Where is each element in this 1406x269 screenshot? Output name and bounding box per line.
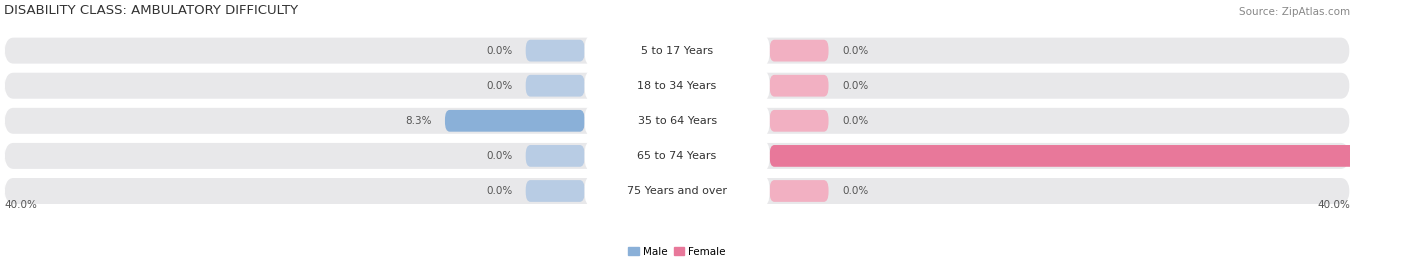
Text: 0.0%: 0.0% <box>486 186 512 196</box>
Text: 18 to 34 Years: 18 to 34 Years <box>637 81 717 91</box>
Text: Source: ZipAtlas.com: Source: ZipAtlas.com <box>1239 7 1350 17</box>
Text: 0.0%: 0.0% <box>486 151 512 161</box>
FancyBboxPatch shape <box>769 75 828 97</box>
Text: 40.0%: 40.0% <box>4 200 37 210</box>
FancyBboxPatch shape <box>769 145 1406 167</box>
Text: 0.0%: 0.0% <box>842 116 869 126</box>
Text: 0.0%: 0.0% <box>842 186 869 196</box>
FancyBboxPatch shape <box>4 143 1350 169</box>
Text: 8.3%: 8.3% <box>405 116 432 126</box>
FancyBboxPatch shape <box>769 40 828 62</box>
FancyBboxPatch shape <box>769 110 828 132</box>
FancyBboxPatch shape <box>769 180 828 202</box>
FancyBboxPatch shape <box>444 110 585 132</box>
FancyBboxPatch shape <box>585 36 769 66</box>
FancyBboxPatch shape <box>4 73 1350 99</box>
Text: 65 to 74 Years: 65 to 74 Years <box>637 151 717 161</box>
Text: 0.0%: 0.0% <box>842 46 869 56</box>
FancyBboxPatch shape <box>526 180 585 202</box>
FancyBboxPatch shape <box>526 145 585 167</box>
FancyBboxPatch shape <box>526 75 585 97</box>
FancyBboxPatch shape <box>526 40 585 62</box>
Text: 75 Years and over: 75 Years and over <box>627 186 727 196</box>
FancyBboxPatch shape <box>585 106 769 136</box>
FancyBboxPatch shape <box>585 71 769 101</box>
FancyBboxPatch shape <box>585 176 769 206</box>
Text: 5 to 17 Years: 5 to 17 Years <box>641 46 713 56</box>
Legend: Male, Female: Male, Female <box>624 243 730 261</box>
Text: 40.0%: 40.0% <box>1317 200 1350 210</box>
Text: 0.0%: 0.0% <box>486 46 512 56</box>
Text: 35 to 64 Years: 35 to 64 Years <box>637 116 717 126</box>
FancyBboxPatch shape <box>585 141 769 171</box>
FancyBboxPatch shape <box>4 108 1350 134</box>
FancyBboxPatch shape <box>4 178 1350 204</box>
Text: 39.1%: 39.1% <box>1378 151 1406 161</box>
Text: DISABILITY CLASS: AMBULATORY DIFFICULTY: DISABILITY CLASS: AMBULATORY DIFFICULTY <box>4 4 298 17</box>
FancyBboxPatch shape <box>4 38 1350 63</box>
Text: 0.0%: 0.0% <box>842 81 869 91</box>
Text: 0.0%: 0.0% <box>486 81 512 91</box>
